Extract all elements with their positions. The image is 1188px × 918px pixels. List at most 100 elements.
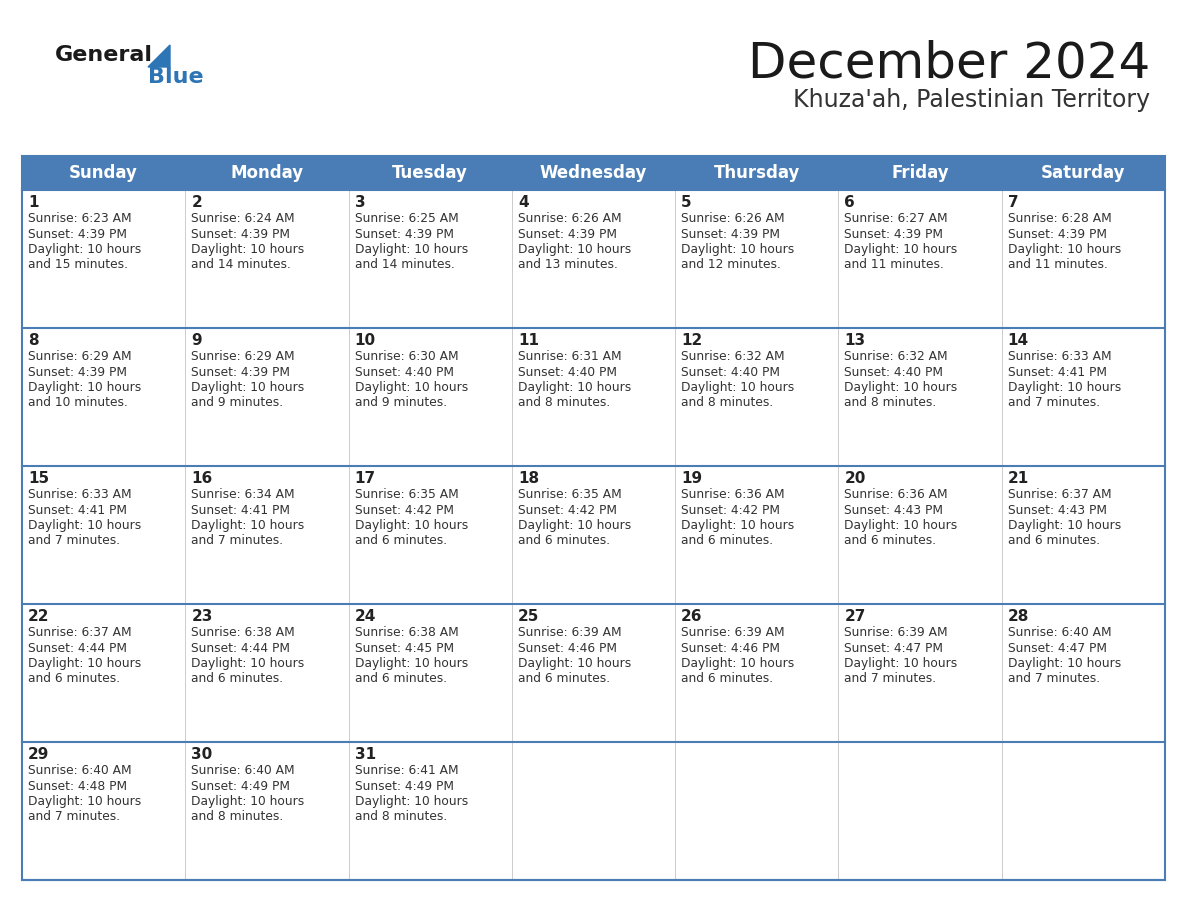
Text: Sunrise: 6:30 AM: Sunrise: 6:30 AM	[354, 350, 459, 363]
Text: Daylight: 10 hours: Daylight: 10 hours	[845, 381, 958, 394]
Text: Daylight: 10 hours: Daylight: 10 hours	[191, 657, 304, 670]
Text: 14: 14	[1007, 333, 1029, 348]
Text: and 7 minutes.: and 7 minutes.	[1007, 397, 1100, 409]
Text: Sunset: 4:40 PM: Sunset: 4:40 PM	[845, 365, 943, 378]
Text: and 12 minutes.: and 12 minutes.	[681, 259, 781, 272]
Text: Daylight: 10 hours: Daylight: 10 hours	[681, 519, 795, 532]
Text: Sunset: 4:47 PM: Sunset: 4:47 PM	[1007, 642, 1107, 655]
Text: Sunrise: 6:29 AM: Sunrise: 6:29 AM	[29, 350, 132, 363]
Text: Sunset: 4:39 PM: Sunset: 4:39 PM	[29, 228, 127, 241]
Text: Daylight: 10 hours: Daylight: 10 hours	[354, 519, 468, 532]
Text: Sunrise: 6:33 AM: Sunrise: 6:33 AM	[29, 488, 132, 501]
Text: Sunrise: 6:40 AM: Sunrise: 6:40 AM	[29, 764, 132, 777]
Text: 15: 15	[29, 471, 49, 486]
Text: Sunrise: 6:39 AM: Sunrise: 6:39 AM	[681, 626, 785, 639]
Text: Daylight: 10 hours: Daylight: 10 hours	[845, 243, 958, 256]
Text: Sunset: 4:45 PM: Sunset: 4:45 PM	[354, 642, 454, 655]
Text: Daylight: 10 hours: Daylight: 10 hours	[518, 381, 631, 394]
Text: and 14 minutes.: and 14 minutes.	[354, 259, 455, 272]
Text: Daylight: 10 hours: Daylight: 10 hours	[191, 519, 304, 532]
Text: Sunrise: 6:26 AM: Sunrise: 6:26 AM	[518, 212, 621, 225]
Text: and 6 minutes.: and 6 minutes.	[29, 673, 120, 686]
Text: Sunrise: 6:28 AM: Sunrise: 6:28 AM	[1007, 212, 1112, 225]
Text: and 13 minutes.: and 13 minutes.	[518, 259, 618, 272]
Text: and 10 minutes.: and 10 minutes.	[29, 397, 128, 409]
Text: and 6 minutes.: and 6 minutes.	[518, 673, 609, 686]
Text: and 14 minutes.: and 14 minutes.	[191, 259, 291, 272]
Text: Daylight: 10 hours: Daylight: 10 hours	[518, 243, 631, 256]
Text: and 7 minutes.: and 7 minutes.	[29, 811, 120, 823]
Text: Sunset: 4:39 PM: Sunset: 4:39 PM	[29, 365, 127, 378]
Text: Saturday: Saturday	[1041, 164, 1125, 182]
Text: 11: 11	[518, 333, 539, 348]
Polygon shape	[148, 45, 170, 67]
Text: Sunset: 4:49 PM: Sunset: 4:49 PM	[191, 779, 290, 792]
Text: Sunrise: 6:32 AM: Sunrise: 6:32 AM	[681, 350, 785, 363]
Text: Thursday: Thursday	[714, 164, 800, 182]
Text: and 11 minutes.: and 11 minutes.	[845, 259, 944, 272]
Text: 4: 4	[518, 195, 529, 210]
Bar	[23, 156, 1165, 880]
Text: Daylight: 10 hours: Daylight: 10 hours	[845, 657, 958, 670]
Text: Sunset: 4:39 PM: Sunset: 4:39 PM	[518, 228, 617, 241]
Text: Monday: Monday	[230, 164, 303, 182]
Text: Sunrise: 6:37 AM: Sunrise: 6:37 AM	[1007, 488, 1111, 501]
Text: 24: 24	[354, 609, 375, 624]
Text: 10: 10	[354, 333, 375, 348]
Text: Daylight: 10 hours: Daylight: 10 hours	[354, 657, 468, 670]
Text: 22: 22	[29, 609, 50, 624]
Text: Sunset: 4:42 PM: Sunset: 4:42 PM	[681, 503, 781, 517]
Text: Daylight: 10 hours: Daylight: 10 hours	[1007, 519, 1121, 532]
Text: and 6 minutes.: and 6 minutes.	[354, 673, 447, 686]
Text: Daylight: 10 hours: Daylight: 10 hours	[1007, 243, 1121, 256]
Text: Sunrise: 6:25 AM: Sunrise: 6:25 AM	[354, 212, 459, 225]
Text: 3: 3	[354, 195, 365, 210]
Text: Sunrise: 6:26 AM: Sunrise: 6:26 AM	[681, 212, 785, 225]
Text: 17: 17	[354, 471, 375, 486]
Text: Sunday: Sunday	[69, 164, 138, 182]
Text: Daylight: 10 hours: Daylight: 10 hours	[354, 381, 468, 394]
Text: 13: 13	[845, 333, 866, 348]
Text: Daylight: 10 hours: Daylight: 10 hours	[354, 243, 468, 256]
Text: Khuza'ah, Palestinian Territory: Khuza'ah, Palestinian Territory	[792, 88, 1150, 112]
Text: 25: 25	[518, 609, 539, 624]
Text: Sunset: 4:43 PM: Sunset: 4:43 PM	[1007, 503, 1107, 517]
Text: Sunrise: 6:36 AM: Sunrise: 6:36 AM	[681, 488, 785, 501]
Text: 19: 19	[681, 471, 702, 486]
Text: and 6 minutes.: and 6 minutes.	[354, 534, 447, 547]
Text: Daylight: 10 hours: Daylight: 10 hours	[1007, 381, 1121, 394]
Text: 30: 30	[191, 747, 213, 762]
Text: Sunset: 4:39 PM: Sunset: 4:39 PM	[1007, 228, 1107, 241]
Text: Sunset: 4:41 PM: Sunset: 4:41 PM	[1007, 365, 1107, 378]
Text: Sunset: 4:44 PM: Sunset: 4:44 PM	[29, 642, 127, 655]
Text: Sunrise: 6:34 AM: Sunrise: 6:34 AM	[191, 488, 295, 501]
Text: Sunset: 4:42 PM: Sunset: 4:42 PM	[518, 503, 617, 517]
Text: 1: 1	[29, 195, 38, 210]
Text: Sunset: 4:39 PM: Sunset: 4:39 PM	[354, 228, 454, 241]
Text: Sunset: 4:46 PM: Sunset: 4:46 PM	[681, 642, 781, 655]
Text: Sunrise: 6:24 AM: Sunrise: 6:24 AM	[191, 212, 295, 225]
Text: and 6 minutes.: and 6 minutes.	[681, 673, 773, 686]
Text: and 6 minutes.: and 6 minutes.	[518, 534, 609, 547]
Text: Sunrise: 6:31 AM: Sunrise: 6:31 AM	[518, 350, 621, 363]
Text: Wednesday: Wednesday	[539, 164, 647, 182]
Text: Daylight: 10 hours: Daylight: 10 hours	[681, 381, 795, 394]
Text: Sunrise: 6:32 AM: Sunrise: 6:32 AM	[845, 350, 948, 363]
Text: Sunrise: 6:35 AM: Sunrise: 6:35 AM	[354, 488, 459, 501]
Text: Daylight: 10 hours: Daylight: 10 hours	[681, 243, 795, 256]
Text: Sunset: 4:39 PM: Sunset: 4:39 PM	[681, 228, 781, 241]
Text: and 8 minutes.: and 8 minutes.	[518, 397, 611, 409]
Text: 5: 5	[681, 195, 691, 210]
Text: and 6 minutes.: and 6 minutes.	[845, 534, 936, 547]
Text: 28: 28	[1007, 609, 1029, 624]
Text: Daylight: 10 hours: Daylight: 10 hours	[29, 795, 141, 808]
Text: Sunrise: 6:38 AM: Sunrise: 6:38 AM	[191, 626, 295, 639]
Text: and 9 minutes.: and 9 minutes.	[191, 397, 284, 409]
Text: Sunrise: 6:23 AM: Sunrise: 6:23 AM	[29, 212, 132, 225]
Text: Sunrise: 6:35 AM: Sunrise: 6:35 AM	[518, 488, 621, 501]
Bar	[23, 156, 1165, 190]
Text: 12: 12	[681, 333, 702, 348]
Text: Sunrise: 6:33 AM: Sunrise: 6:33 AM	[1007, 350, 1111, 363]
Text: 26: 26	[681, 609, 702, 624]
Text: Daylight: 10 hours: Daylight: 10 hours	[681, 657, 795, 670]
